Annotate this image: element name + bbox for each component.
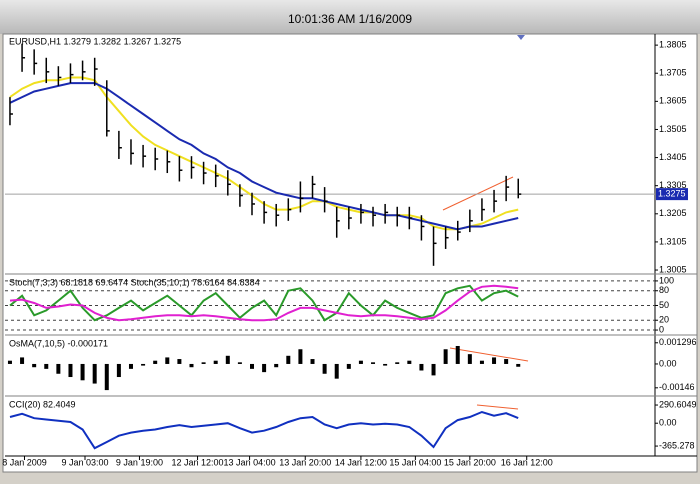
histogram-bar (104, 363, 109, 391)
histogram-bar (274, 363, 279, 368)
trend-line (442, 176, 514, 211)
histogram-bar (346, 363, 351, 369)
y-tick-label: 0 (659, 324, 664, 334)
histogram-bar (7, 360, 12, 364)
x-tick-label: 13 Jan 04:00 (224, 457, 276, 467)
y-tick-label: 0.00 (659, 358, 677, 368)
panel-title: Stoch(7,3,3) 68.1818 69.6474 Stoch(35,10… (9, 277, 260, 287)
indicator-line (9, 410, 519, 450)
y-tick-label: -0.00146 (659, 382, 695, 392)
title-bar (0, 0, 700, 34)
y-tick-label: 0.00 (659, 418, 677, 428)
x-tick-label: 8 Jan 2009 (2, 457, 47, 467)
histogram-bar (334, 363, 339, 379)
histogram-bar (92, 363, 97, 384)
histogram-bar (201, 362, 206, 364)
x-tick-label: 9 Jan 19:00 (116, 457, 163, 467)
histogram-bar (443, 349, 448, 364)
y-tick-label: 1.3705 (659, 68, 687, 78)
histogram-bar (467, 354, 472, 364)
price-label: 1.3275 (658, 188, 686, 198)
histogram-bar (310, 359, 315, 364)
histogram-bar (32, 363, 37, 368)
trend-line (449, 347, 529, 362)
indicator-line (9, 284, 519, 322)
histogram-bar (80, 363, 85, 381)
y-tick-label: 290.6049 (659, 399, 697, 409)
panel-title: CCI(20) 82.4049 (9, 399, 76, 409)
x-tick-label: 13 Jan 20:00 (279, 457, 331, 467)
y-tick-label: 1.3605 (659, 96, 687, 106)
y-tick-label: 1.3805 (659, 39, 687, 49)
chart-area (2, 33, 698, 473)
histogram-bar (56, 363, 61, 374)
y-tick-label: 80 (659, 285, 669, 295)
y-tick-label: 20 (659, 315, 669, 325)
panel-title: OsMA(7,10,5) -0.000171 (9, 338, 108, 348)
histogram-bar (407, 360, 412, 364)
x-tick-label: 12 Jan 12:00 (172, 457, 224, 467)
y-tick-label: 1.3305 (659, 180, 687, 190)
shift-marker (517, 35, 525, 40)
histogram-bar (431, 363, 436, 376)
histogram-bar (419, 363, 424, 371)
histogram-bar (153, 360, 158, 364)
y-tick-label: 0.001296 (659, 337, 697, 347)
x-tick-label: 15 Jan 20:00 (444, 457, 496, 467)
histogram-bar (141, 363, 146, 366)
histogram-bar (298, 349, 303, 364)
histogram-bar (165, 357, 170, 364)
price-label-box (656, 188, 688, 201)
x-tick-label: 15 Jan 04:00 (389, 457, 441, 467)
histogram-bar (68, 363, 73, 378)
histogram-bar (479, 360, 484, 364)
histogram-bar (225, 355, 230, 364)
histogram-bar (516, 363, 521, 367)
title-bar-text: 10:01:36 AM 1/16/2009 (288, 12, 412, 26)
histogram-bar (262, 363, 267, 373)
y-tick-label: 1.3105 (659, 236, 687, 246)
histogram-bar (128, 363, 133, 369)
histogram-bar (455, 345, 460, 364)
x-tick-label: 16 Jan 12:00 (501, 457, 553, 467)
histogram-bar (213, 360, 218, 364)
x-tick-label: 14 Jan 12:00 (335, 457, 387, 467)
histogram-bar (116, 363, 121, 378)
y-tick-label: 1.3205 (659, 208, 687, 218)
histogram-bar (177, 359, 182, 364)
histogram-bar (492, 357, 497, 364)
histogram-bar (44, 363, 49, 369)
y-tick-label: 1.3005 (659, 264, 687, 274)
histogram-bar (383, 363, 388, 366)
y-tick-label: 1.3405 (659, 152, 687, 162)
y-tick-label: -365.278 (659, 440, 695, 450)
indicator-line (9, 284, 519, 322)
histogram-bar (371, 362, 376, 364)
histogram-bar (250, 363, 255, 369)
panel-title: EURUSD,H1 1.3279 1.3282 1.3267 1.3275 (9, 36, 181, 46)
histogram-bar (358, 360, 363, 364)
histogram-bar (322, 363, 327, 374)
histogram-bar (504, 359, 509, 364)
histogram-bar (20, 357, 25, 364)
y-tick-label: 1.3505 (659, 124, 687, 134)
x-tick-label: 9 Jan 03:00 (61, 457, 108, 467)
histogram-bar (395, 362, 400, 364)
y-tick-label: 100 (659, 275, 674, 285)
histogram-bar (189, 363, 194, 368)
trend-line (476, 404, 519, 410)
y-tick-label: 50 (659, 300, 669, 310)
histogram-bar (286, 355, 291, 364)
histogram-bar (237, 362, 242, 364)
